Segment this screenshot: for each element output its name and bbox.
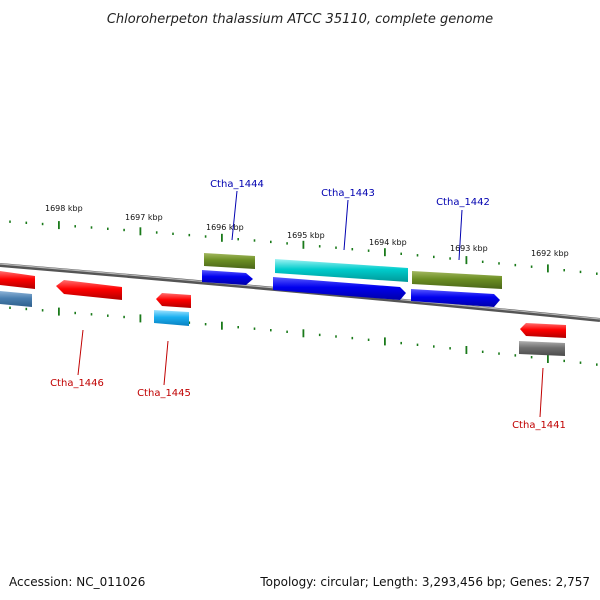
- tick-marks-outer: [9, 220, 598, 275]
- leader-ctha-1444: [231, 190, 238, 241]
- label-ctha-1444: Ctha_1444: [210, 179, 264, 190]
- label-leaders: [77, 190, 544, 418]
- kbp-label: 1693 kbp: [450, 244, 488, 253]
- forward-strand-genes: [202, 253, 502, 307]
- gene-ctha-1445-cds[interactable]: [154, 310, 189, 326]
- accession-text: Accession: NC_011026: [9, 575, 145, 589]
- label-ctha-1445: Ctha_1445: [137, 388, 191, 399]
- leader-ctha-1442: [458, 209, 463, 261]
- leader-ctha-1445: [163, 340, 169, 386]
- label-ctha-1443: Ctha_1443: [321, 188, 375, 199]
- gene-ctha-1442-cds[interactable]: [411, 289, 500, 307]
- gene-ctha-1443-cds[interactable]: [273, 277, 406, 300]
- reverse-strand-genes: [0, 271, 566, 356]
- kbp-label: 1692 kbp: [531, 249, 569, 258]
- gene-ctha-1444[interactable]: [204, 253, 255, 269]
- label-ctha-1446: Ctha_1446: [50, 378, 104, 389]
- kbp-label: 1696 kbp: [206, 223, 244, 232]
- tick-marks-inner: [9, 306, 598, 366]
- kbp-label: 1694 kbp: [369, 238, 407, 247]
- label-ctha-1441: Ctha_1441: [512, 420, 566, 431]
- map-title: Chloroherpeton thalassium ATCC 35110, co…: [107, 12, 493, 27]
- gene-edge-red[interactable]: [0, 271, 35, 289]
- gene-ctha-1442[interactable]: [412, 271, 502, 289]
- gene-ctha-1445[interactable]: [156, 293, 191, 308]
- gene-ctha-1444-cds[interactable]: [202, 270, 253, 285]
- genome-summary: Topology: circular; Length: 3,293,456 bp…: [259, 575, 590, 589]
- gene-ctha-1446[interactable]: [56, 280, 122, 300]
- leader-ctha-1443: [343, 199, 349, 251]
- leader-ctha-1441: [539, 367, 544, 418]
- label-ctha-1442: Ctha_1442: [436, 197, 490, 208]
- kbp-label: 1697 kbp: [125, 213, 163, 222]
- kbp-label: 1698 kbp: [45, 204, 83, 213]
- kbp-label: 1695 kbp: [287, 231, 325, 240]
- gene-ctha-1441-cds[interactable]: [519, 341, 565, 356]
- gene-ctha-1443[interactable]: [275, 259, 408, 282]
- kbp-scale: 1698 kbp 1697 kbp 1696 kbp 1695 kbp 1694…: [45, 204, 569, 258]
- gene-edge-steel[interactable]: [0, 291, 32, 307]
- leader-ctha-1446: [77, 329, 84, 376]
- gene-ctha-1441[interactable]: [520, 323, 566, 338]
